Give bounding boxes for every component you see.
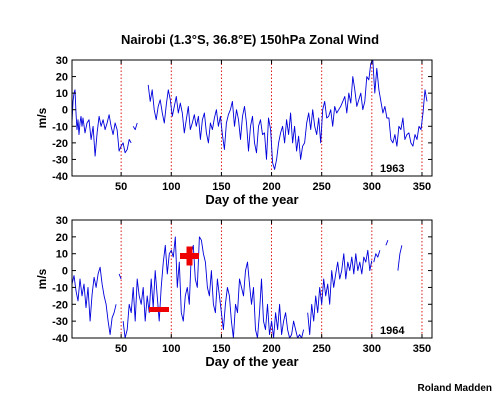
- x-axis-label: Day of the year: [205, 192, 298, 207]
- y-axis-label: m/s: [35, 107, 49, 128]
- series-line: [71, 89, 132, 157]
- series-line: [385, 240, 389, 246]
- x-tick-label: 100: [162, 181, 180, 193]
- x-tick-label: 250: [313, 343, 331, 355]
- x-tick-label: 100: [162, 343, 180, 355]
- annotations: [149, 246, 199, 312]
- series-line: [118, 273, 122, 280]
- author-credit: Roland Madden: [418, 383, 492, 394]
- minus-annotation: [149, 307, 169, 312]
- series-line: [132, 122, 138, 131]
- plus-bar-vertical: [186, 246, 193, 266]
- year-label: 1963: [380, 163, 404, 175]
- y-tick-label: 0: [62, 266, 68, 278]
- panel-1964: 50 100 150 200 250 300 350 -40 -30 -20 -10 0 10 20 30 D…: [35, 215, 433, 369]
- x-tick-label: 150: [212, 181, 230, 193]
- plus-annotation: [180, 246, 199, 266]
- y-tick-label: 20: [56, 232, 68, 244]
- y-tick-label: -20: [52, 299, 68, 311]
- y-tick-label: -10: [52, 282, 68, 294]
- plot-frame: [71, 219, 433, 339]
- series-line: [397, 245, 403, 271]
- x-tick-label: 250: [313, 181, 331, 193]
- series-line: [122, 236, 305, 339]
- x-axis-label: Day of the year: [205, 354, 298, 369]
- x-tick-label: 200: [262, 343, 280, 355]
- y-tick-label: 30: [56, 215, 68, 227]
- x-tick-label: 300: [363, 181, 381, 193]
- x-tick-label: 350: [413, 343, 431, 355]
- y-axis-label: m/s: [35, 268, 49, 289]
- year-label: 1964: [380, 325, 405, 337]
- x-tick-label: 200: [262, 181, 280, 193]
- chart-title: Nairobi (1.3°S, 36.8°E) 150hPa Zonal Win…: [121, 32, 379, 47]
- plot-frame: [71, 59, 433, 177]
- y-tick-label: 10: [56, 249, 68, 261]
- x-tick-label: 50: [115, 343, 127, 355]
- y-tick-label: -40: [52, 171, 68, 183]
- x-tick-label: 300: [363, 343, 381, 355]
- y-tick-label: 0: [62, 105, 68, 117]
- y-tick-label: -30: [52, 154, 68, 166]
- y-tick-label: 20: [56, 72, 68, 84]
- series-line: [71, 266, 117, 336]
- x-tick-label: 50: [115, 181, 127, 193]
- x-tick-label: 150: [212, 343, 230, 355]
- y-tick-label: -30: [52, 316, 68, 328]
- y-tick-label: -20: [52, 138, 68, 150]
- series-line: [147, 59, 428, 170]
- panel-1963: 50 100 150 200 250 300 350 -40 -30 -20 -10 0 10 20 30 D…: [35, 55, 433, 207]
- x-tick-label: 350: [413, 181, 431, 193]
- y-tick-label: 30: [56, 55, 68, 67]
- y-tick-label: -10: [52, 121, 68, 133]
- y-tick-label: -40: [52, 333, 68, 345]
- y-tick-label: 10: [56, 88, 68, 100]
- series-line: [373, 250, 381, 263]
- series-line: [307, 249, 373, 336]
